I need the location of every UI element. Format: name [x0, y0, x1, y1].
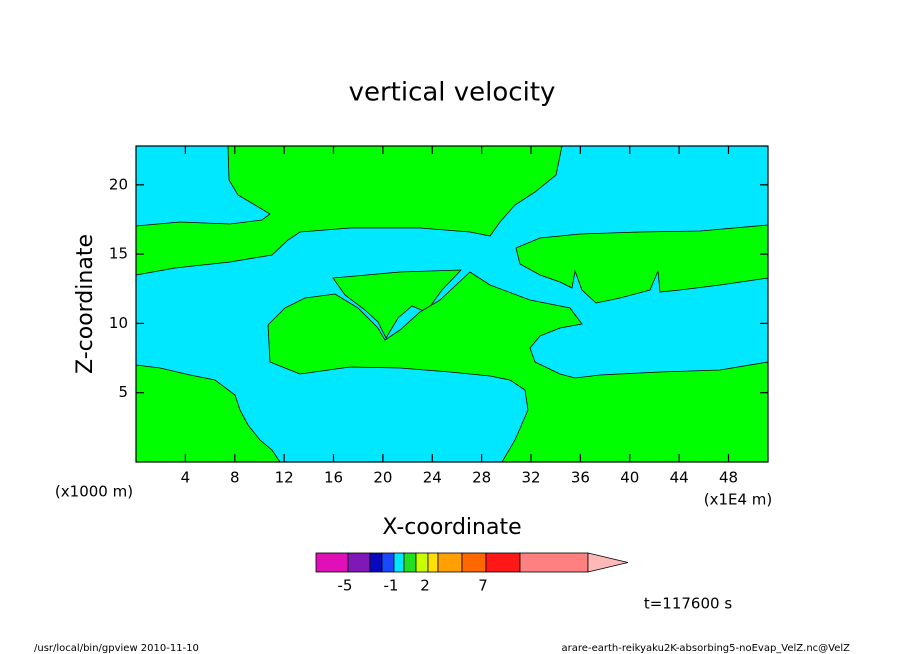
colorbar: -5 -1 2 7 — [315, 552, 629, 595]
footer-left: /usr/local/bin/gpview 2010-11-10 — [34, 643, 199, 654]
x-tick-label: 4 — [181, 469, 191, 487]
x-tick-label: 8 — [230, 469, 240, 487]
time-label: t=117600 s — [644, 595, 732, 613]
x-tick-label: 12 — [275, 469, 294, 487]
x-unit-label: (x1000 m) — [55, 483, 133, 501]
x-tick-label: 40 — [620, 469, 639, 487]
y-tick-label: 15 — [109, 245, 128, 263]
colorbar-tick-label: 7 — [478, 577, 488, 595]
chart-title: vertical velocity — [349, 78, 556, 108]
contour-region — [267, 271, 769, 463]
colorbar-segment — [403, 552, 417, 573]
colorbar-tick-label: -5 — [338, 577, 353, 595]
x-tick-label: 44 — [670, 469, 689, 487]
plot-frame — [135, 145, 769, 463]
colorbar-segment — [519, 552, 589, 573]
y-tick-label: 5 — [118, 383, 128, 401]
x-axis-label: X-coordinate — [382, 515, 521, 540]
colorbar-segment — [427, 552, 439, 573]
colorbar-segment — [381, 552, 395, 573]
contour-region — [515, 224, 769, 304]
contour-region — [135, 145, 563, 276]
contour-region — [332, 269, 462, 339]
x-tick-label: 36 — [571, 469, 590, 487]
colorbar-tick-label: 2 — [420, 577, 430, 595]
x-tick-label: 20 — [373, 469, 392, 487]
y-axis-label: Z-coordinate — [73, 234, 98, 374]
colorbar-segment — [369, 552, 383, 573]
colorbar-segment — [415, 552, 429, 573]
y-tick-label: 20 — [109, 175, 128, 193]
x-tick-label: 32 — [521, 469, 540, 487]
contour-plot — [135, 145, 769, 463]
footer-right: arare-earth-reikyaku2K-absorbing5-noEvap… — [562, 643, 851, 654]
x-tick-label: 16 — [324, 469, 343, 487]
colorbar-segment — [461, 552, 487, 573]
colorbar-tick-label: -1 — [384, 577, 399, 595]
x-unit-label: (x1E4 m) — [704, 491, 773, 509]
colorbar-segment — [485, 552, 521, 573]
x-tick-label: 48 — [719, 469, 738, 487]
y-tick-label: 10 — [109, 314, 128, 332]
x-tick-label: 28 — [472, 469, 491, 487]
colorbar-segment — [437, 552, 463, 573]
colorbar-segment — [315, 552, 349, 573]
colorbar-segment — [393, 552, 405, 573]
colorbar-extension — [587, 552, 629, 573]
x-tick-label: 24 — [423, 469, 442, 487]
colorbar-segment — [347, 552, 371, 573]
